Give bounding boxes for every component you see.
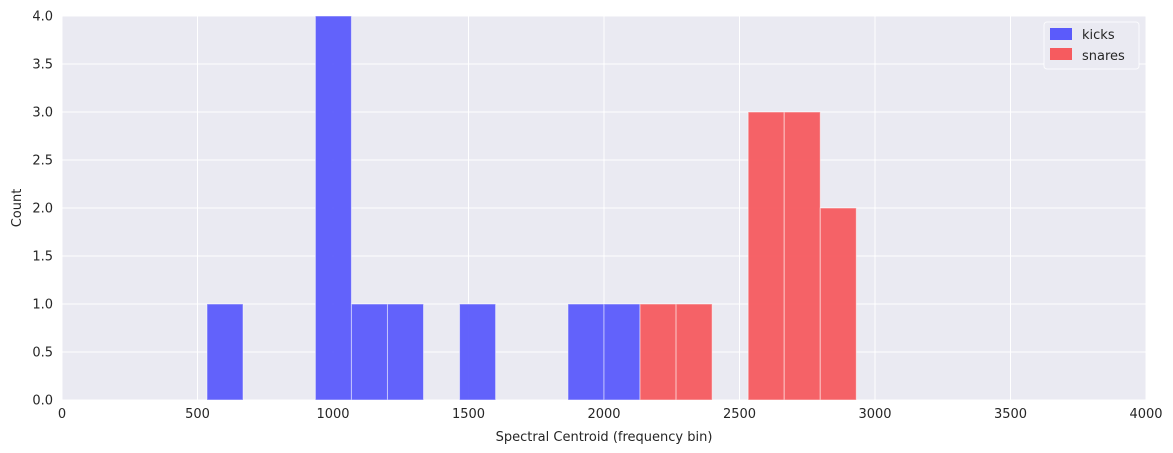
legend-label-snares: snares xyxy=(1082,49,1125,64)
legend-swatch-snares xyxy=(1050,48,1072,60)
bar-snares xyxy=(819,207,857,401)
y-tick-label: 2.5 xyxy=(32,154,53,169)
bar-snares xyxy=(675,303,713,401)
x-tick-label: 1500 xyxy=(452,407,485,422)
y-tick-label: 1.5 xyxy=(32,250,53,265)
y-tick-label: 2.0 xyxy=(32,202,53,217)
y-tick-label: 0.0 xyxy=(32,394,53,409)
y-tick-label: 0.5 xyxy=(32,346,53,361)
x-tick-label: 1000 xyxy=(316,407,349,422)
x-tick-label: 2000 xyxy=(587,407,620,422)
bar-kicks xyxy=(567,303,605,401)
bar-kicks xyxy=(603,303,641,401)
legend-label-kicks: kicks xyxy=(1082,28,1115,43)
x-tick-label: 500 xyxy=(185,407,210,422)
y-tick-label: 1.0 xyxy=(32,298,53,313)
ticks: 0 500 1000 1500 2000 2500 3000 3500 4000 0.0 0.5 1.… xyxy=(32,10,1162,423)
legend: kicks snares xyxy=(1043,21,1140,70)
x-tick-label: 0 xyxy=(58,407,66,422)
x-tick-label: 4000 xyxy=(1129,407,1162,422)
bar-kicks xyxy=(386,303,425,401)
bar-kicks xyxy=(206,303,244,401)
bar-kicks xyxy=(314,15,352,401)
y-axis-label: Count xyxy=(10,189,25,228)
legend-swatch-kicks xyxy=(1050,28,1072,40)
bars xyxy=(206,15,857,401)
bar-kicks xyxy=(459,303,497,401)
bar-kicks xyxy=(350,303,388,401)
x-axis-label: Spectral Centroid (frequency bin) xyxy=(496,430,713,445)
bar-snares xyxy=(747,111,785,401)
y-tick-label: 4.0 xyxy=(32,10,53,25)
bar-snares xyxy=(639,303,677,401)
x-tick-label: 2500 xyxy=(723,407,756,422)
x-tick-label: 3000 xyxy=(858,407,891,422)
x-tick-label: 3500 xyxy=(994,407,1027,422)
y-tick-label: 3.0 xyxy=(32,106,53,121)
bar-snares xyxy=(783,111,821,401)
y-tick-label: 3.5 xyxy=(32,58,53,73)
